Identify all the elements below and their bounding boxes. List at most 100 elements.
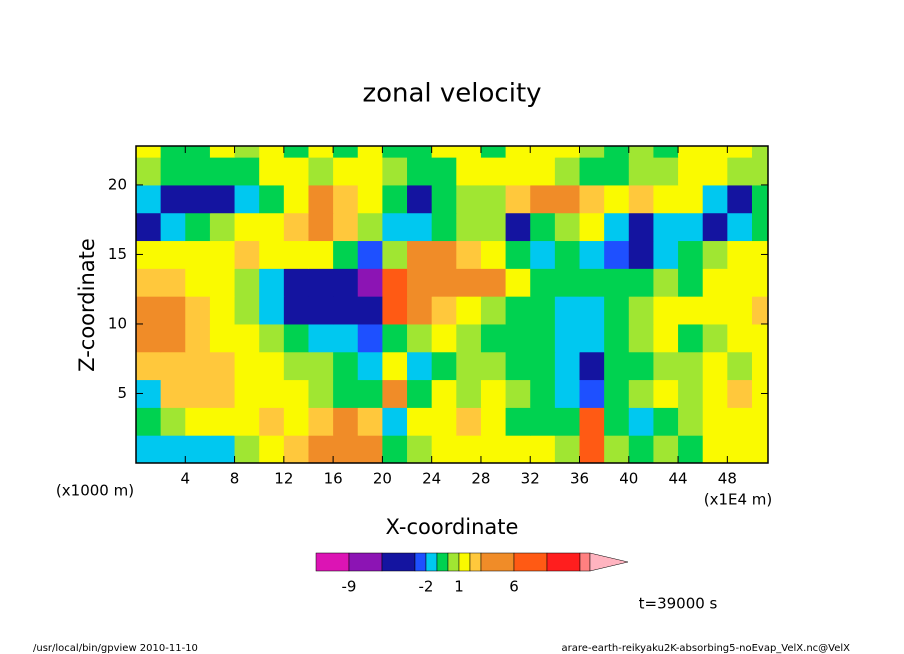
field-cell [480, 379, 507, 408]
field-cell [431, 212, 457, 242]
field-cell [259, 379, 285, 408]
field-cell [209, 296, 236, 325]
field-cell [678, 407, 704, 436]
field-cell [456, 146, 482, 158]
field-cell [234, 240, 260, 269]
field-cell [702, 240, 728, 269]
field-cell [751, 351, 768, 381]
field-cell [283, 435, 309, 463]
field-cell [505, 268, 531, 297]
field-cell [702, 146, 728, 158]
colorbar-segment [425, 552, 438, 572]
colorbar-segment [436, 552, 449, 572]
field-cell [702, 296, 728, 325]
field-cell [653, 146, 679, 158]
field-cell [382, 157, 408, 186]
field-cell [382, 435, 408, 463]
field-cell [407, 351, 433, 381]
field-cell [653, 407, 679, 436]
field-cell [259, 407, 285, 436]
field-cell [480, 212, 507, 242]
field-cell [382, 146, 408, 158]
field-cell [308, 296, 334, 325]
field-cell [505, 184, 531, 214]
field-cell [357, 379, 383, 408]
field-cell [727, 240, 753, 269]
field-cell [702, 268, 728, 297]
x-tick-label: 44 [669, 470, 688, 488]
field-cell [283, 184, 309, 214]
field-cell [751, 435, 768, 463]
time-label: t=39000 s [639, 595, 718, 613]
field-cell [702, 407, 728, 436]
field-cell [185, 296, 211, 325]
field-cell [554, 146, 581, 158]
field-cell [456, 157, 482, 186]
field-cell [185, 379, 211, 408]
field-cell [579, 240, 605, 269]
field-cell [727, 323, 753, 353]
field-cell [308, 351, 334, 381]
field-cell [505, 407, 531, 436]
field-cell [259, 435, 285, 463]
field-cell [530, 184, 556, 214]
field-cell [456, 351, 482, 381]
field-cell [628, 268, 654, 297]
field-cell [628, 407, 654, 436]
field-cell [456, 212, 482, 242]
x-tick-label: 32 [521, 470, 540, 488]
field-cell [431, 184, 457, 214]
field-cell [209, 407, 236, 436]
field-cell [751, 184, 768, 214]
field-cell [357, 146, 383, 158]
field-cell [308, 323, 334, 353]
field-cell [604, 323, 630, 353]
field-cell [160, 407, 186, 436]
field-cell [702, 435, 728, 463]
field-cell [283, 146, 309, 158]
field-cell [530, 296, 556, 325]
field-cell [727, 379, 753, 408]
colorbar-segment [480, 552, 515, 572]
field-cell [579, 435, 605, 463]
field-cell [653, 323, 679, 353]
field-cell [702, 157, 728, 186]
field-cell [628, 323, 654, 353]
field-cell [234, 379, 260, 408]
field-cell [234, 184, 260, 214]
field-cell [678, 212, 704, 242]
field-cell [456, 407, 482, 436]
field-cell [259, 268, 285, 297]
field-cell [357, 296, 383, 325]
field-cell [160, 351, 186, 381]
colorbar-segment [315, 552, 350, 572]
field-cell [234, 323, 260, 353]
colorbar-tick-label: 6 [509, 578, 519, 596]
field-cell [727, 268, 753, 297]
field-cell [382, 268, 408, 297]
field-cell [480, 146, 507, 158]
field-cell [480, 351, 507, 381]
field-cell [283, 212, 309, 242]
field-cell [136, 268, 162, 297]
field-cell [530, 157, 556, 186]
field-cell [554, 435, 581, 463]
field-cell [579, 323, 605, 353]
field-cell [357, 268, 383, 297]
x-tick-label: 48 [718, 470, 737, 488]
field-cell [234, 351, 260, 381]
field-cell [678, 379, 704, 408]
field-cell [653, 351, 679, 381]
field-cell [530, 146, 556, 158]
x-tick-label: 8 [230, 470, 240, 488]
field-cell [308, 146, 334, 158]
field-cell [259, 146, 285, 158]
field-cell [554, 323, 581, 353]
field-cell [628, 212, 654, 242]
field-cell [259, 157, 285, 186]
field-cell [604, 212, 630, 242]
field-cell [653, 435, 679, 463]
x-tick-label: 12 [274, 470, 293, 488]
field-cell [554, 212, 581, 242]
field-cell [702, 351, 728, 381]
